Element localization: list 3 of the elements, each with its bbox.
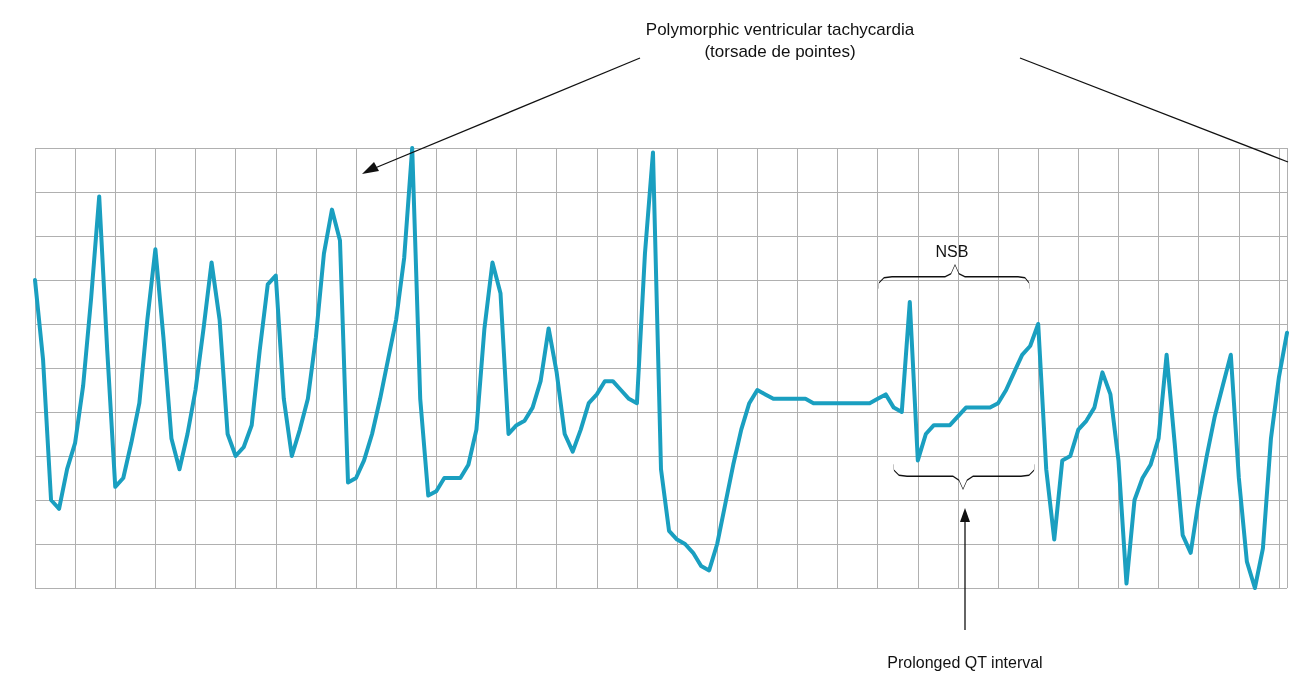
annotation: NSB — [935, 242, 969, 260]
text: Prolonged QT interval — [887, 653, 1043, 671]
text: Polymorphic ventricular tachycardia (torsade de pointes) — [645, 19, 915, 61]
